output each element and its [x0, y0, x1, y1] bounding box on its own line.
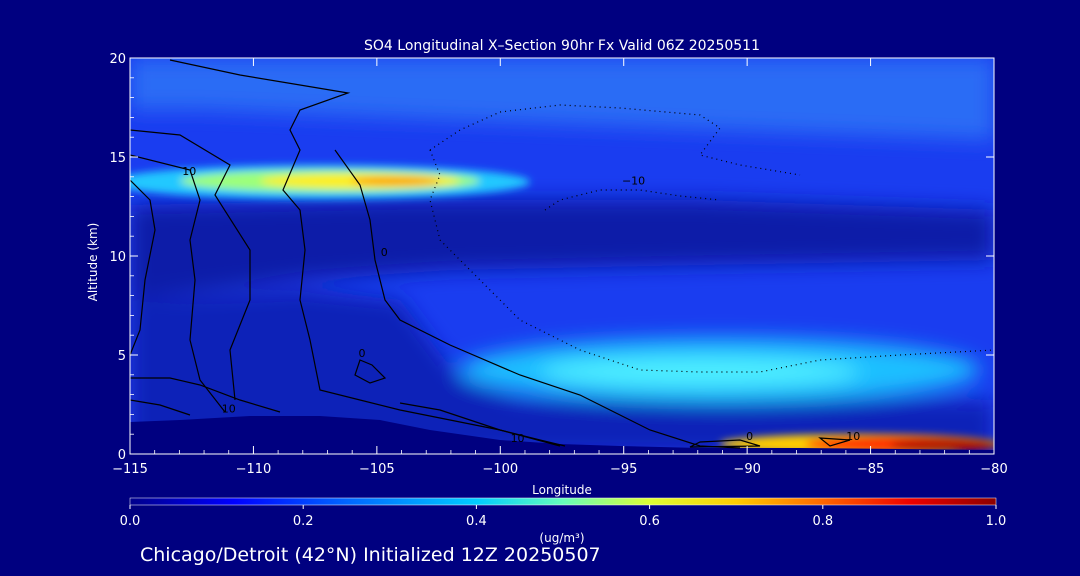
mid-layer-core	[540, 358, 860, 386]
colorbar-tick-label: 0.2	[293, 514, 314, 529]
contour-line	[130, 377, 281, 413]
chart-title: SO4 Longitudinal X–Section 90hr Fx Valid…	[364, 38, 760, 54]
surface-plume-darkred	[890, 439, 994, 451]
x-tick-label: −100	[482, 462, 518, 477]
contour-line	[130, 179, 156, 356]
x-tick-label: −80	[980, 462, 1007, 477]
x-tick-label: −95	[610, 462, 637, 477]
x-tick-label: −110	[236, 462, 272, 477]
negative-contours	[429, 104, 994, 373]
plume-features	[130, 165, 994, 454]
contour-label: 0	[359, 347, 366, 360]
y-tick-label: 0	[118, 448, 126, 463]
mid-troposphere-dark	[130, 290, 994, 454]
footer-caption: Chicago/Detroit (42°N) Initialized 12Z 2…	[140, 544, 601, 566]
contour-labels: 10 −10 0 0 10 10 0 10	[182, 165, 860, 445]
upper-blue-layer	[130, 58, 994, 140]
upper-plume-orange	[350, 177, 440, 185]
contour-label: −10	[622, 175, 645, 188]
x-tick-label: −90	[733, 462, 760, 477]
contour-line	[399, 402, 566, 447]
y-tick-label: 10	[109, 250, 126, 265]
contour-line	[544, 189, 721, 211]
contour-line	[130, 154, 226, 413]
x-tick-label: −105	[359, 462, 395, 477]
colorbar-tick-label: 0.4	[466, 514, 487, 529]
contour-label: 0	[381, 246, 388, 259]
contour-line	[689, 439, 761, 448]
contour-line	[429, 104, 801, 176]
contour-line	[354, 359, 387, 384]
terrain-mask	[130, 416, 994, 454]
x-axis: −115 −110 −105 −100 −95 −90 −85 −80	[112, 58, 1008, 477]
contour-label: 10	[511, 432, 525, 445]
x-tick-label: −85	[857, 462, 884, 477]
low-concentration-band	[130, 200, 994, 300]
plot-area: 10 −10 0 0 10 10 0 10	[130, 58, 994, 454]
colorbar-tick-label: 0.6	[639, 514, 660, 529]
colorbar	[129, 497, 997, 506]
contour-line	[334, 149, 741, 449]
contour-label: 0	[746, 430, 753, 443]
contour-line	[429, 149, 994, 373]
colorbar-tick-label: 1.0	[986, 514, 1007, 529]
colorbar-unit-label: (ug/m³)	[539, 531, 584, 545]
y-axis: 0 5 10 15 20	[109, 52, 994, 463]
contour-label: 10	[182, 165, 196, 178]
contour-lines	[130, 59, 851, 449]
contour-label: 10	[846, 430, 860, 443]
colorbar-tick-label: 0.0	[120, 514, 141, 529]
x-axis-label: Longitude	[532, 483, 592, 497]
colorbar-ticks: 0.0 0.2 0.4 0.6 0.8 1.0	[120, 505, 1007, 529]
y-tick-label: 20	[109, 52, 126, 67]
contour-label: 10	[222, 402, 236, 415]
y-axis-label: Altitude (km)	[86, 223, 100, 302]
y-tick-label: 15	[109, 151, 126, 166]
y-tick-label: 5	[118, 349, 126, 364]
concentration-field	[130, 58, 994, 454]
colorbar-tick-label: 0.8	[812, 514, 833, 529]
contour-line	[818, 437, 851, 447]
contour-line	[130, 399, 191, 416]
x-tick-label: −115	[112, 462, 148, 477]
contour-line	[169, 59, 561, 447]
contour-line	[130, 129, 251, 401]
